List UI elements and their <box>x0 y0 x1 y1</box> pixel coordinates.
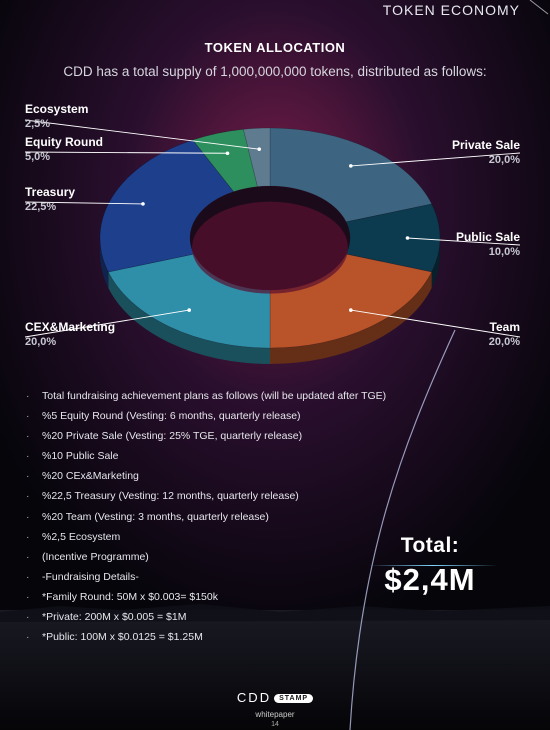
list-item: · %10 Public Sale <box>26 446 386 466</box>
slice-label: Treasury <box>25 185 76 199</box>
leader-line-cex-marketing <box>24 309 190 338</box>
leader-line-ecosystem <box>24 119 260 150</box>
bullet: · <box>26 390 30 402</box>
list-item: · %20 Team (Vesting: 3 months, quarterly … <box>26 507 386 527</box>
list-item: · *Public: 100M x $0.0125 = $1.25M <box>26 627 386 647</box>
bullet: · <box>26 450 30 463</box>
leader-dot <box>405 236 410 240</box>
bullet: · <box>26 631 30 644</box>
bullet: · <box>26 550 30 563</box>
list-item: · (Incentive Programme) <box>26 547 386 567</box>
leader-line-team <box>350 309 521 338</box>
fundraising-notes: · Total fundraising achievement plans as … <box>26 386 386 647</box>
list-item: · -Fundraising Details- <box>26 567 386 587</box>
total-value: $2,4M <box>384 562 476 597</box>
label-treasury: Treasury 22,5% <box>25 185 75 213</box>
bullet: · <box>26 510 30 523</box>
slice-value: 20,0% <box>488 336 520 348</box>
leader-dot <box>257 147 262 151</box>
list-item: · %22,5 Treasury (Vesting: 12 months, qua… <box>26 486 386 506</box>
total-label: Total: <box>400 534 460 557</box>
leader-line-public-sale <box>407 237 521 246</box>
label-public-sale: Public Sale 10,0% <box>456 230 520 258</box>
slice-value: 10,0% <box>488 246 520 258</box>
chart-subtitle: CDD has a total supply of 1,000,000,000 … <box>63 64 487 79</box>
leader-line-equity-round <box>24 151 228 154</box>
label-team: Team 20,0% <box>489 320 520 348</box>
slice-label: CEX&Marketing <box>25 320 116 334</box>
slice-value: 20,0% <box>25 336 57 348</box>
list-item: · %20 CEx&Marketing <box>26 466 386 486</box>
label-ecosystem: Ecosystem 2,5% <box>25 102 88 130</box>
slice-value: 2,5% <box>25 118 51 130</box>
slice-label: Ecosystem <box>25 102 89 116</box>
leader-dot <box>141 202 145 206</box>
bullet: · <box>26 570 30 583</box>
list-item: · %5 Equity Round (Vesting: 6 months, qua… <box>26 406 386 426</box>
page-number: 14 <box>271 721 279 728</box>
leader-line-treasury <box>24 201 143 205</box>
bullet: · <box>26 490 30 503</box>
logo-badge: STAMP <box>274 694 314 704</box>
footer-subtitle: whitepaper <box>255 710 295 719</box>
slice-label: Private Sale <box>451 138 520 152</box>
leader-dot <box>349 308 353 312</box>
chart-title: TOKEN ALLOCATION <box>204 40 346 55</box>
bullet: · <box>26 611 30 624</box>
list-item: · Total fundraising achievement plans as … <box>26 386 386 406</box>
slice-label: Equity Round <box>25 135 103 149</box>
leader-dot <box>187 308 191 312</box>
slice-label: Public Sale <box>455 230 520 244</box>
label-cex-marketing: CEX&Marketing 20,0% <box>25 320 115 348</box>
slice-value: 5,0% <box>25 151 51 163</box>
slice-value: 20,0% <box>488 154 520 166</box>
list-item: · *Private: 200M x $0.005 = $1M <box>26 607 386 627</box>
footer-logo: CDD STAMP <box>0 690 550 705</box>
bullet: · <box>26 530 30 543</box>
bullet: · <box>26 430 30 443</box>
leader-dot <box>225 151 230 156</box>
leader-dot <box>349 164 353 168</box>
list-item: · %20 Private Sale (Vesting: 25% TGE, qua… <box>26 426 386 446</box>
bullet: · <box>26 590 30 603</box>
leader-line-private-sale <box>350 152 521 167</box>
list-item: · *Family Round: 50M x $0.003= $150k <box>26 587 386 607</box>
list-item: · %2,5 Ecosystem <box>26 527 386 547</box>
total-divider <box>368 565 498 566</box>
donut-hole-shadow <box>192 201 348 294</box>
section-header: TOKEN ECONOMY <box>382 2 520 18</box>
slice-value: 22,5% <box>25 201 57 213</box>
slice-label: Team <box>489 320 520 334</box>
label-equity-round: Equity Round 5,0% <box>25 135 103 163</box>
bullet: · <box>26 410 30 423</box>
logo-text: CDD <box>236 690 272 705</box>
label-private-sale: Private Sale 20,0% <box>452 138 520 166</box>
bullet: · <box>26 470 30 483</box>
